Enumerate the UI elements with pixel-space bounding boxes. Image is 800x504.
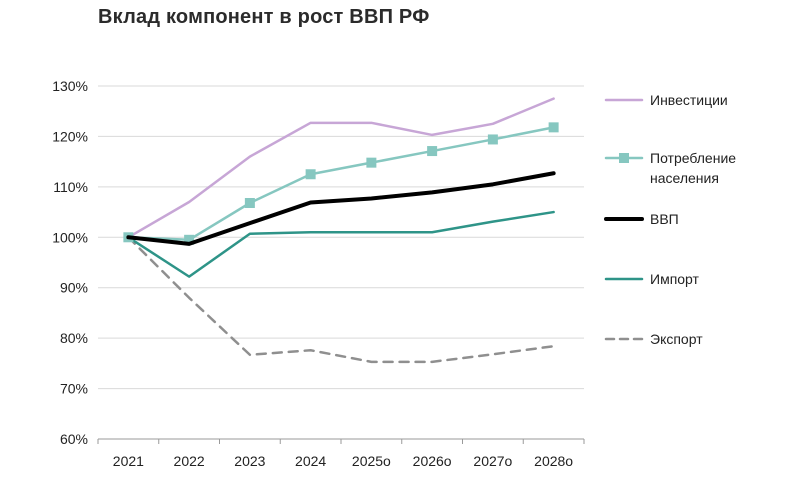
- x-tick-label: 2025о: [352, 453, 391, 469]
- x-axis: 2021 2022 2023 2024 2025о 2026о 2027о 2028о: [97, 439, 585, 469]
- legend-label: Импорт: [650, 271, 700, 287]
- y-tick-label: 80%: [60, 330, 88, 346]
- legend-label: населения: [650, 170, 719, 186]
- legend-label: Потребление: [650, 150, 736, 166]
- data-point: [487, 134, 498, 145]
- x-tick-label: 2028о: [534, 453, 573, 469]
- y-tick-label: 130%: [52, 78, 88, 94]
- series-line: [126, 171, 556, 246]
- x-tick-label: 2026о: [413, 453, 452, 469]
- data-point: [366, 157, 377, 168]
- x-tick-label: 2022: [174, 453, 205, 469]
- gridlines: [98, 85, 584, 440]
- series-layer: [123, 97, 559, 364]
- legend: Инвестиции Потребление населения ВВП Импорт Э…: [604, 92, 736, 347]
- chart-title: Вклад компонент в рост ВВП РФ: [98, 6, 430, 28]
- data-point: [184, 234, 195, 245]
- legend-swatch-marker: [619, 153, 629, 163]
- series-line: [127, 210, 555, 278]
- x-tick-label: 2021: [113, 453, 144, 469]
- y-tick-label: 60%: [60, 431, 88, 447]
- data-point: [244, 197, 255, 208]
- data-point: [305, 169, 316, 180]
- legend-label: Инвестиции: [650, 92, 728, 108]
- y-tick-label: 90%: [60, 280, 88, 296]
- x-tick-label: 2027о: [473, 453, 512, 469]
- y-tick-label: 100%: [52, 229, 88, 245]
- x-tick-label: 2023: [234, 453, 265, 469]
- y-tick-label: 70%: [60, 381, 88, 397]
- y-tick-label: 110%: [53, 179, 88, 195]
- y-axis: 60% 70% 80% 90% 100% 110% 120% 130%: [52, 78, 88, 447]
- series-line: [127, 97, 555, 239]
- legend-label: ВВП: [650, 211, 679, 227]
- data-point: [548, 122, 559, 133]
- series-line: [127, 126, 555, 242]
- y-tick-label: 120%: [52, 128, 88, 144]
- x-tick-label: 2024: [295, 453, 326, 469]
- series-line: [127, 236, 555, 364]
- data-point: [427, 146, 438, 157]
- legend-label: Экспорт: [650, 331, 703, 347]
